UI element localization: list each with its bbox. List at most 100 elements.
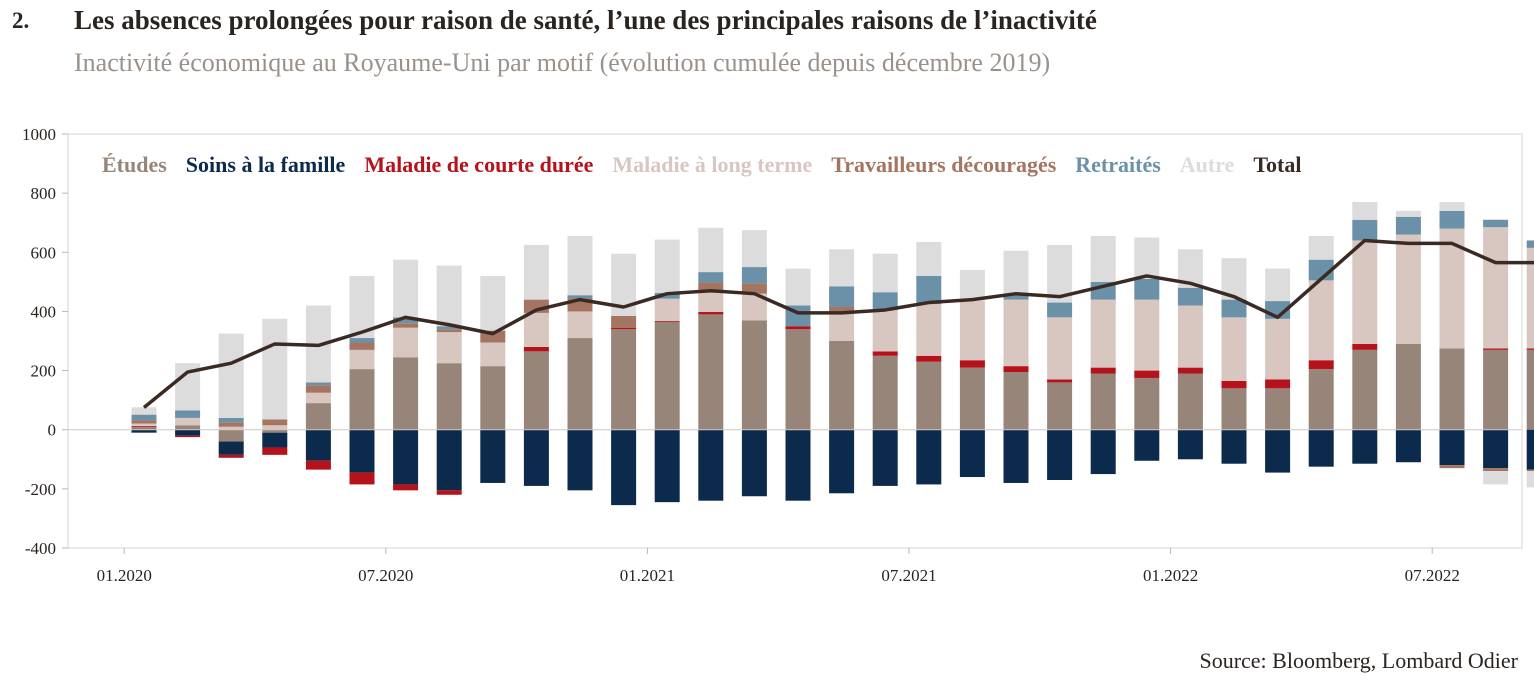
bar-segment-etudes bbox=[959, 367, 985, 430]
bar-segment-soins bbox=[1221, 429, 1247, 464]
bar-segment-etudes bbox=[567, 338, 593, 430]
bar-segment-etudes bbox=[785, 329, 811, 430]
bar-segment-autre bbox=[262, 318, 288, 420]
bar-segment-autre bbox=[698, 227, 724, 273]
legend-item-etudes: Études bbox=[102, 152, 167, 177]
bar-segment-retraites bbox=[436, 326, 462, 330]
bar-segment-etudes bbox=[1090, 373, 1116, 430]
bar-segment-etudes bbox=[218, 429, 244, 442]
bar-segment-soins bbox=[480, 429, 506, 483]
bar-segment-autre bbox=[1308, 236, 1334, 260]
bar-segment-maladie_courte bbox=[785, 326, 811, 330]
bar-segment-maladie_courte bbox=[1352, 343, 1378, 350]
bar-segment-decourages bbox=[1526, 469, 1534, 472]
bar-segment-autre bbox=[1483, 471, 1509, 485]
bar-segment-soins bbox=[959, 429, 985, 478]
bar-segment-maladie_long bbox=[829, 312, 855, 341]
bar-segment-etudes bbox=[698, 314, 724, 430]
bar-segment-maladie_long bbox=[393, 327, 419, 358]
bar-segment-retraites bbox=[349, 338, 375, 343]
bar-segment-soins bbox=[1352, 429, 1378, 464]
bar-segment-maladie_courte bbox=[1265, 379, 1291, 389]
bar-segment-maladie_long bbox=[305, 392, 331, 404]
bar-segment-maladie_courte bbox=[698, 312, 724, 315]
bar-segment-autre bbox=[1395, 210, 1421, 217]
x-tick-label: 01.2021 bbox=[620, 566, 675, 585]
y-tick-label: -200 bbox=[25, 480, 56, 499]
bar-segment-etudes bbox=[872, 355, 898, 430]
bar-segment-decourages bbox=[131, 420, 157, 424]
bar-segment-autre bbox=[916, 241, 942, 276]
chart-title: Les absences prolongées pour raison de s… bbox=[74, 5, 1097, 35]
bar-segment-etudes bbox=[1395, 343, 1421, 430]
bar-segment-maladie_courte bbox=[1221, 380, 1247, 389]
y-axis: 1000 800 600 400 200 0 -200 -400 bbox=[22, 125, 68, 558]
bar-segment-maladie_long bbox=[872, 309, 898, 352]
bar-segment-soins bbox=[131, 429, 157, 433]
bar-segment-maladie_courte bbox=[131, 425, 157, 427]
bar-segment-retraites bbox=[829, 286, 855, 307]
bar-segment-maladie_long bbox=[959, 301, 985, 361]
bar-segment-autre bbox=[741, 230, 767, 268]
bar-segment-maladie_courte bbox=[959, 360, 985, 368]
bar-segment-autre bbox=[480, 275, 506, 331]
bar-segment-autre bbox=[785, 268, 811, 306]
y-tick-label: 600 bbox=[31, 243, 57, 262]
bar-segment-etudes bbox=[1526, 349, 1534, 430]
bar-segment-retraites bbox=[175, 410, 201, 418]
bar-segment-retraites bbox=[741, 267, 767, 284]
bar-segment-decourages bbox=[698, 282, 724, 292]
bar-segment-maladie_long bbox=[436, 332, 462, 364]
bar-segment-soins bbox=[1047, 429, 1073, 480]
bar-segment-autre bbox=[959, 270, 985, 302]
bar-segment-etudes bbox=[349, 369, 375, 430]
bar-segment-decourages bbox=[436, 329, 462, 333]
bar-segment-maladie_courte bbox=[654, 320, 680, 322]
bar-segment-decourages bbox=[1483, 468, 1509, 472]
bar-segment-etudes bbox=[1439, 348, 1465, 430]
bar-segment-soins bbox=[305, 429, 331, 461]
bar-segment-etudes bbox=[1308, 369, 1334, 430]
bar-segment-soins bbox=[741, 429, 767, 497]
chart-subtitle: Inactivité économique au Royaume-Uni par… bbox=[74, 48, 1051, 77]
bar-segment-soins bbox=[1395, 429, 1421, 463]
y-tick-label: -400 bbox=[25, 539, 56, 558]
legend-item-soins: Soins à la famille bbox=[186, 152, 346, 177]
bar-segment-soins bbox=[872, 429, 898, 486]
bar-segment-decourages bbox=[262, 419, 288, 426]
bar-segment-decourages bbox=[1439, 465, 1465, 469]
bar-segment-retraites bbox=[1439, 210, 1465, 229]
bar-segment-maladie_long bbox=[1352, 240, 1378, 344]
x-axis: 01.2020 07.2020 01.2021 07.2021 01.2022 07.20… bbox=[97, 548, 1460, 585]
bar-segment-maladie_long bbox=[218, 426, 244, 430]
bar-segment-retraites bbox=[916, 275, 942, 305]
bar-segment-etudes bbox=[1047, 382, 1073, 430]
bar-segment-maladie_long bbox=[1483, 227, 1509, 349]
bar-segment-soins bbox=[698, 429, 724, 501]
bar-segment-maladie_long bbox=[262, 425, 288, 430]
plot-frame bbox=[67, 133, 1523, 549]
bar-segment-retraites bbox=[218, 417, 244, 423]
legend-item-maladie_long: Maladie à long terme bbox=[612, 152, 812, 177]
legend-item-retraites: Retraités bbox=[1075, 152, 1161, 177]
bar-segment-autre bbox=[1090, 236, 1116, 282]
bar-segment-soins bbox=[785, 429, 811, 501]
bar-segment-maladie_courte bbox=[611, 327, 637, 330]
bar-segment-autre bbox=[654, 239, 680, 293]
bar-segment-soins bbox=[1308, 429, 1334, 467]
bar-segment-etudes bbox=[916, 361, 942, 430]
bar-segment-maladie_courte bbox=[349, 472, 375, 485]
bar-segment-autre bbox=[523, 244, 549, 300]
x-tick-label: 07.2022 bbox=[1405, 566, 1460, 585]
figure-number: 2. bbox=[12, 8, 30, 33]
bar-segment-decourages bbox=[305, 385, 331, 393]
bar-segment-retraites bbox=[1395, 216, 1421, 235]
y-tick-label: 200 bbox=[31, 362, 57, 381]
bar-segment-maladie_courte bbox=[262, 447, 288, 455]
bar-segment-autre bbox=[1134, 237, 1160, 279]
bar-segment-etudes bbox=[175, 425, 201, 430]
bar-segment-soins bbox=[1439, 429, 1465, 466]
bar-segment-soins bbox=[1483, 429, 1509, 469]
bar-segment-maladie_courte bbox=[218, 454, 244, 458]
